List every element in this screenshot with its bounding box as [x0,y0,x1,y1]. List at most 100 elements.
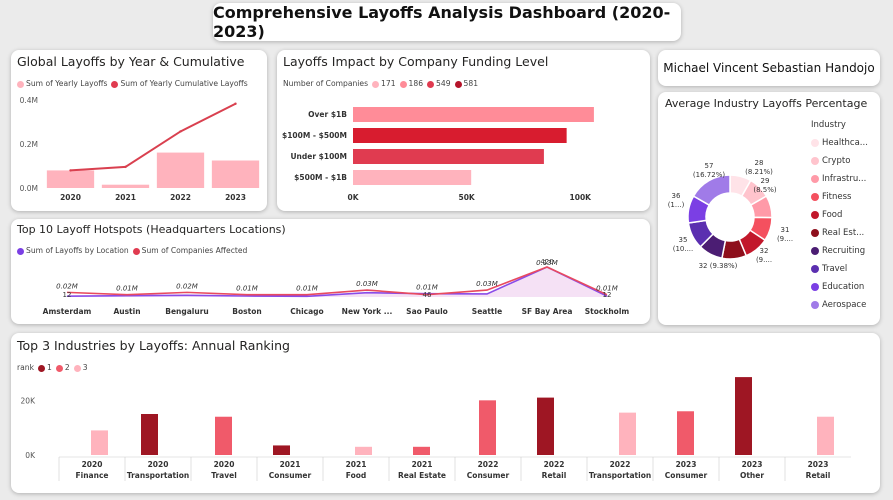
yearly-chart[interactable]: 0.0M 0.2M 0.4M 2020 2021 2022 2023 [11,50,267,211]
cumulative-point-2020 [69,169,72,172]
top3-legend-title: rank [17,363,34,372]
industry-bar [413,446,430,455]
industry-legend-item[interactable]: Aerospace [811,296,868,314]
donut-slice [692,174,731,207]
industry-bar [355,446,372,455]
x-tick-label: 2023 [225,193,246,202]
legend-171: 171 [381,79,396,88]
donut-data-label: 32 (9.38%) [699,262,738,270]
year-label: 2023 [808,460,829,469]
location-label: Chicago [290,307,323,316]
layoffs-data-label: 0.02M [56,282,78,290]
donut-data-label: (1...) [668,201,685,209]
bar-yearly-2022 [156,152,205,188]
industry-bar [479,400,496,455]
legend-companies-affected: Sum of Companies Affected [141,246,248,255]
industry-legend-label: Crypto [822,156,851,166]
funding-chart-title: Layoffs Impact by Company Funding Level [283,54,549,69]
yearly-chart-title: Global Layoffs by Year & Cumulative [17,54,245,69]
donut-data-label: (8.5%) [753,186,777,194]
legend-layoffs-by-location: Sum of Layoffs by Location [26,246,129,255]
year-label: 2021 [346,460,367,469]
hotspots-chart[interactable]: Amsterdam 0.02M Austin 0.01M Bengaluru 0.02M B… [11,219,650,324]
hotspots-card[interactable]: Top 10 Layoff Hotspots (Headquarters Loc… [11,219,650,324]
donut-data-label: (10.... [673,245,694,253]
industry-legend-item[interactable]: Travel [811,260,868,278]
donut-data-label: (16.72%) [693,171,725,179]
author-name: Michael Vincent Sebastian Handojo [663,61,875,75]
layoffs-data-label: 0.03M [476,280,498,288]
funding-category-label: $100M - $500M [282,131,347,140]
industry-bar [141,414,158,455]
location-label: Boston [232,307,261,316]
donut-data-label: (9.... [756,256,772,264]
layoffs-data-label: 0.13M [536,259,558,267]
industry-legend-label: Real Est... [822,228,865,238]
layoffs-data-label: 0.02M [176,282,198,290]
author-card: Michael Vincent Sebastian Handojo [658,50,880,86]
funding-legend: Number of Companies 171 186 549 581 [283,79,478,88]
companies-line [66,266,608,298]
industry-label: Transportation [127,471,189,480]
legend-rank-1: 1 [47,363,52,372]
industry-legend-label: Infrastru... [822,174,867,184]
legend-yearly-layoffs: Sum of Yearly Layoffs [26,79,108,88]
industry-percentage-card[interactable]: Average Industry Layoffs Percentage 28 (8… [658,92,880,325]
industry-legend-item[interactable]: Fitness [811,188,868,206]
location-label: SF Bay Area [522,307,573,316]
year-label: 2021 [280,460,301,469]
legend-swatch [811,301,819,309]
year-label: 2020 [82,460,103,469]
industry-legend-title: Industry [811,120,846,130]
top3-chart[interactable]: 0K 20K 2020 Finance 2020 Transportation 2020 Tr… [11,333,880,493]
donut-data-label: (9.... [777,235,793,243]
companies-data-label: 12 [603,291,612,299]
x-tick-label: 50K [459,193,476,202]
year-label: 2023 [676,460,697,469]
industry-legend-item[interactable]: Crypto [811,152,868,170]
top3-industries-card[interactable]: Top 3 Industries by Layoffs: Annual Rank… [11,333,880,493]
industry-bar [91,430,108,455]
industry-bar [817,416,834,455]
industry-legend-item[interactable]: Healthca... [811,134,868,152]
funding-bar [353,107,594,122]
funding-level-card[interactable]: Layoffs Impact by Company Funding Level … [277,50,650,211]
layoffs-data-label: 0.01M [416,284,438,292]
year-label: 2020 [214,460,235,469]
legend-cumulative-layoffs: Sum of Yearly Cumulative Layoffs [120,79,248,88]
legend-swatch [811,139,819,147]
yearly-legend: Sum of Yearly Layoffs Sum of Yearly Cumu… [17,79,248,88]
funding-bar [353,128,567,143]
top3-chart-title: Top 3 Industries by Layoffs: Annual Rank… [17,338,290,353]
funding-bar [353,149,544,164]
industry-label: Consumer [467,471,510,480]
industry-legend-item[interactable]: Recruiting [811,242,868,260]
yearly-layoffs-card[interactable]: Global Layoffs by Year & Cumulative Sum … [11,50,267,211]
industry-legend-item[interactable]: Education [811,278,868,296]
industry-legend-item[interactable]: Real Est... [811,224,868,242]
location-label: Bengaluru [165,307,209,316]
industry-legend-item[interactable]: Food [811,206,868,224]
location-label: Stockholm [585,307,630,316]
funding-chart[interactable]: Over $1B $100M - $500M Under $100M $500M - … [277,50,650,211]
legend-swatch [811,283,819,291]
legend-rank-2: 2 [64,363,70,372]
industry-legend-label: Fitness [822,192,852,202]
industry-legend-item[interactable]: Infrastru... [811,170,868,188]
donut-data-label: 36 [672,192,681,200]
bar-yearly-2021 [101,184,150,188]
industry-label: Real Estate [398,471,446,480]
industry-legend-label: Food [822,210,843,220]
funding-category-label: Over $1B [308,110,347,119]
industry-label: Travel [211,471,237,480]
industry-donut-chart[interactable]: 28(8.21%)29(8.5%)31(9....32(9....32 (9.3… [658,92,808,325]
legend-swatch [811,157,819,165]
funding-category-label: Under $100M [290,152,347,161]
year-label: 2021 [412,460,433,469]
y-tick-label: 0K [25,451,36,460]
year-label: 2023 [742,460,763,469]
hotspots-chart-title: Top 10 Layoff Hotspots (Headquarters Loc… [17,223,286,236]
industry-label: Finance [76,471,109,480]
bar-yearly-2023 [211,160,260,188]
industry-label: Transportation [589,471,651,480]
